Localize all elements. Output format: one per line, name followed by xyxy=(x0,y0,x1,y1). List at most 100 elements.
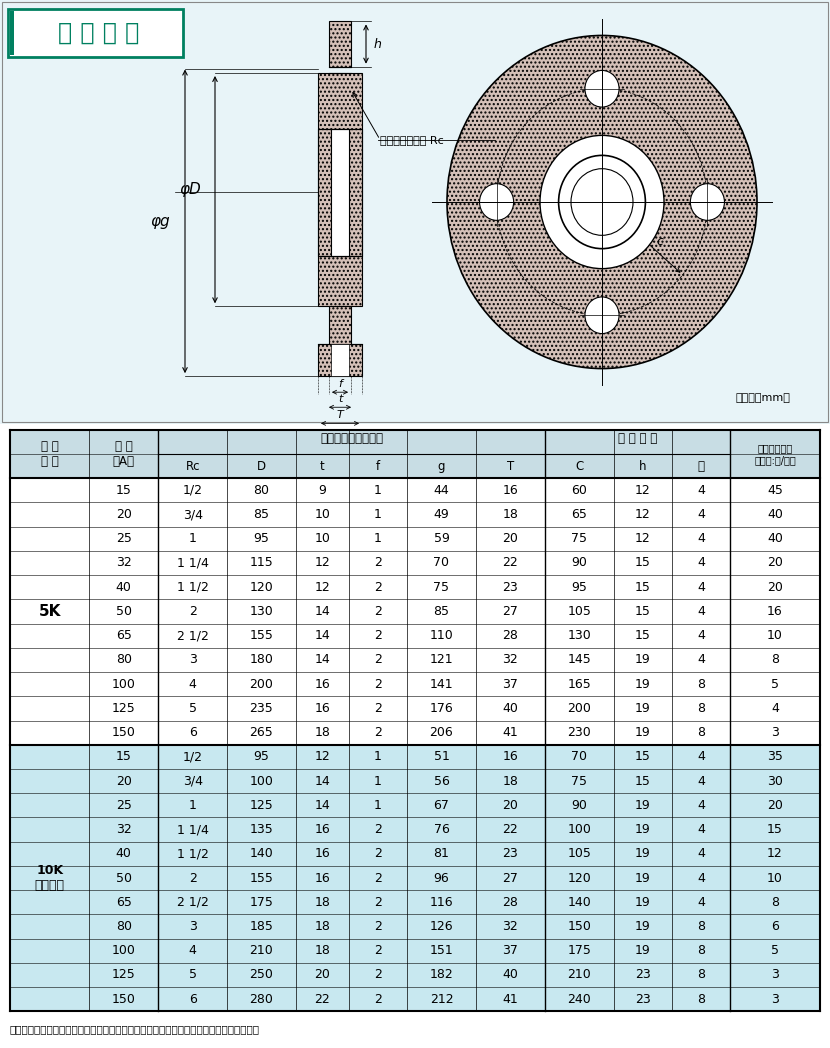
Text: 200: 200 xyxy=(250,678,273,691)
Text: 19: 19 xyxy=(635,847,651,860)
Text: 8: 8 xyxy=(771,896,779,909)
Text: 50: 50 xyxy=(116,872,132,885)
Circle shape xyxy=(480,183,514,220)
Text: 155: 155 xyxy=(250,629,273,642)
Text: 4: 4 xyxy=(697,774,705,788)
Text: 8: 8 xyxy=(697,968,705,982)
Text: 206: 206 xyxy=(430,726,453,739)
Text: 2: 2 xyxy=(374,944,382,957)
Text: 15: 15 xyxy=(635,774,651,788)
Text: 95: 95 xyxy=(253,532,270,545)
Text: 76: 76 xyxy=(433,823,449,836)
Text: 150: 150 xyxy=(112,992,136,1006)
Text: 10: 10 xyxy=(767,872,783,885)
Text: 182: 182 xyxy=(430,968,453,982)
Text: 4: 4 xyxy=(697,653,705,667)
Text: 25: 25 xyxy=(116,799,132,812)
Text: 56: 56 xyxy=(433,774,449,788)
Text: 32: 32 xyxy=(502,920,518,933)
Text: 22: 22 xyxy=(315,992,330,1006)
Text: 14: 14 xyxy=(315,629,330,642)
Text: フランジ各部の寸法: フランジ各部の寸法 xyxy=(320,432,383,444)
Text: 1 1/4: 1 1/4 xyxy=(177,556,208,569)
Text: 1/2: 1/2 xyxy=(183,750,203,763)
Circle shape xyxy=(447,36,757,369)
Text: 16: 16 xyxy=(315,678,330,691)
Text: 1: 1 xyxy=(374,774,382,788)
Text: 40: 40 xyxy=(502,968,518,982)
Text: 32: 32 xyxy=(502,653,518,667)
Text: 8: 8 xyxy=(697,920,705,933)
Text: 2: 2 xyxy=(374,605,382,618)
Bar xyxy=(318,256,362,306)
Text: 1: 1 xyxy=(374,508,382,521)
Text: 175: 175 xyxy=(250,896,273,909)
Text: 16: 16 xyxy=(315,847,330,860)
Text: D: D xyxy=(257,459,266,473)
Text: 5: 5 xyxy=(771,678,779,691)
Text: 116: 116 xyxy=(430,896,453,909)
Text: t: t xyxy=(338,394,342,403)
Text: 10: 10 xyxy=(767,629,783,642)
Text: 250: 250 xyxy=(250,968,273,982)
Text: ボ ル ト 穴: ボ ル ト 穴 xyxy=(618,432,657,444)
Text: 15: 15 xyxy=(635,750,651,763)
Text: 280: 280 xyxy=(250,992,273,1006)
Text: 150: 150 xyxy=(112,726,136,739)
Text: 28: 28 xyxy=(502,629,518,642)
Text: h: h xyxy=(639,459,647,473)
Bar xyxy=(8,8,183,57)
Text: 85: 85 xyxy=(433,605,450,618)
Text: 28: 28 xyxy=(502,896,518,909)
Text: 59: 59 xyxy=(433,532,449,545)
Text: 1: 1 xyxy=(374,532,382,545)
Text: 18: 18 xyxy=(315,944,330,957)
Text: 15: 15 xyxy=(635,556,651,569)
Circle shape xyxy=(540,135,664,268)
Circle shape xyxy=(691,183,725,220)
Text: 4: 4 xyxy=(697,556,705,569)
Text: 3: 3 xyxy=(188,653,197,667)
Text: 20: 20 xyxy=(502,532,518,545)
Text: 4: 4 xyxy=(697,508,705,521)
Text: 2: 2 xyxy=(374,581,382,594)
Text: 40: 40 xyxy=(116,847,132,860)
Text: 5K: 5K xyxy=(38,604,61,619)
Text: 185: 185 xyxy=(250,920,273,933)
Text: 20: 20 xyxy=(502,799,518,812)
Bar xyxy=(10,478,820,745)
Text: 120: 120 xyxy=(567,872,591,885)
Text: 12: 12 xyxy=(767,847,783,860)
Text: 8: 8 xyxy=(697,944,705,957)
Text: 6: 6 xyxy=(188,992,197,1006)
Text: 27: 27 xyxy=(502,605,518,618)
Text: 100: 100 xyxy=(112,678,136,691)
Bar xyxy=(10,745,820,1011)
Text: 80: 80 xyxy=(116,653,132,667)
Text: 41: 41 xyxy=(502,726,518,739)
Text: 230: 230 xyxy=(567,726,591,739)
Text: 4: 4 xyxy=(697,847,705,860)
Text: 90: 90 xyxy=(571,799,587,812)
Text: 4: 4 xyxy=(697,484,705,497)
Text: 5: 5 xyxy=(188,968,197,982)
Text: 19: 19 xyxy=(635,702,651,715)
Text: 265: 265 xyxy=(250,726,273,739)
Text: 19: 19 xyxy=(635,896,651,909)
Text: カートン入数
（単位:個/箱）: カートン入数 （単位:個/箱） xyxy=(754,443,796,464)
Text: 200: 200 xyxy=(567,702,591,715)
Text: 4: 4 xyxy=(697,532,705,545)
Bar xyxy=(318,344,362,376)
Circle shape xyxy=(571,169,633,236)
Text: 240: 240 xyxy=(567,992,591,1006)
Text: 8: 8 xyxy=(697,702,705,715)
Text: 37: 37 xyxy=(502,678,518,691)
Text: 1: 1 xyxy=(374,484,382,497)
Text: f: f xyxy=(338,378,342,389)
Text: 141: 141 xyxy=(430,678,453,691)
Text: 2: 2 xyxy=(374,653,382,667)
Text: 15: 15 xyxy=(635,581,651,594)
Text: 210: 210 xyxy=(567,968,591,982)
Circle shape xyxy=(559,155,646,248)
Text: 105: 105 xyxy=(567,847,591,860)
